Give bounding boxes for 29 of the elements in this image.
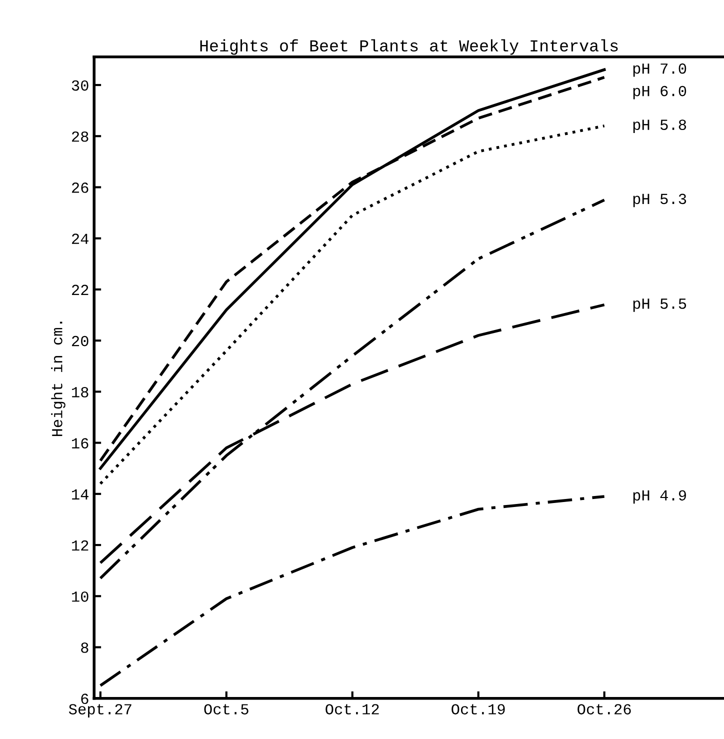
x-tick-label: Oct.19 xyxy=(452,704,505,714)
y-tick-label: 24 xyxy=(72,234,88,244)
y-tick-label: 22 xyxy=(72,284,88,295)
series-label: pH 5.5 xyxy=(633,298,686,312)
y-tick-label: 20 xyxy=(72,336,88,346)
x-tick-label: Oct.26 xyxy=(578,704,631,714)
y-tick-label: 26 xyxy=(72,182,88,193)
y-tick-label: 30 xyxy=(72,80,88,91)
x-tick-label: Oct.12 xyxy=(326,704,379,714)
y-tick-label: 10 xyxy=(72,591,88,602)
x-tick-label: Sept.27 xyxy=(68,704,132,718)
series-label: pH 6.0 xyxy=(633,86,686,100)
chart-title: Heights of Beet Plants at Weekly Intervals xyxy=(200,39,618,55)
line-series xyxy=(99,124,606,486)
x-tick-label: Oct.5 xyxy=(204,704,248,714)
y-tick-label: 18 xyxy=(72,387,88,398)
y-axis-title: Height in cm. xyxy=(51,322,66,436)
line-series xyxy=(99,495,606,687)
y-tick-label: 16 xyxy=(72,438,88,448)
series-label: pH 5.3 xyxy=(633,194,686,208)
y-tick-label: 28 xyxy=(72,131,88,142)
line-series xyxy=(99,198,606,580)
series-label: pH 5.8 xyxy=(633,120,686,134)
y-tick-label: 8 xyxy=(81,642,88,653)
y-tick-label: 14 xyxy=(72,489,88,500)
y-tick-label: 6 xyxy=(81,694,88,704)
series-label: pH 4.9 xyxy=(633,490,686,504)
series-label: pH 7.0 xyxy=(633,63,686,77)
y-tick-label: 12 xyxy=(72,540,88,551)
